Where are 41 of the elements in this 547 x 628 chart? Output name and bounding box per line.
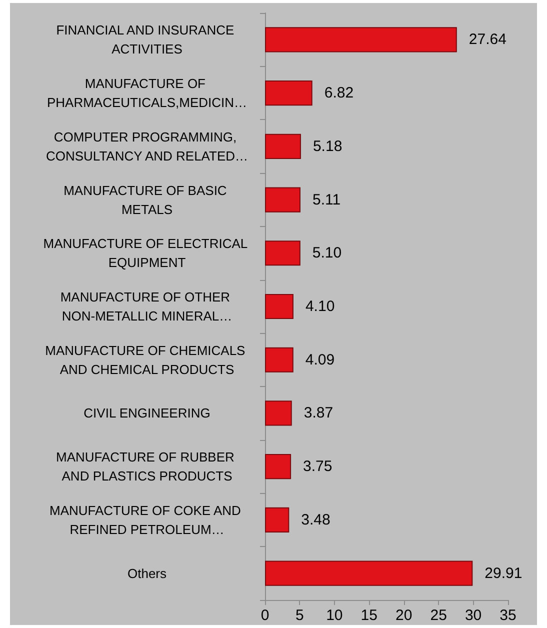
x-tick-label: 0 [260,607,270,624]
data-label: 5.18 [312,138,342,155]
data-label: 6.82 [324,84,354,102]
x-tick-label: 5 [296,607,304,624]
x-tick-label: 20 [396,607,412,624]
data-label: 29.91 [484,564,522,582]
y-tick-label: COMPUTER PROGRAMMING, CONSULTANCY AND RELATED… [46,129,248,164]
x-tick-label: 15 [360,607,378,624]
y-tick-label: CIVIL ENGINEERING [84,406,210,421]
x-tick-label: 35 [500,607,516,624]
bar [265,27,457,52]
y-tick-label: FINANCIAL AND INSURANCE ACTIVITIES [56,22,238,57]
bar [265,240,300,266]
bar [265,454,292,480]
data-label: 3.87 [304,404,334,422]
y-tick-label: MANUFACTURE OF OTHER NON-METALLIC MINERAL… [60,290,234,324]
y-tick-label: MANUFACTURE OF CHEMICALS AND CHEMICAL PRODUCTS [45,342,249,377]
data-label: 5.11 [312,191,341,208]
data-label: 4.09 [305,351,335,368]
bar [265,187,300,212]
y-tick-label: Others [127,566,168,581]
bar [265,80,312,106]
data-label: 4.10 [305,298,335,315]
bar [265,134,301,159]
y-tick-label: MANUFACTURE OF RUBBER AND PLASTICS PRODUCTS [56,450,238,484]
bar [265,347,294,372]
bar [265,294,294,320]
data-label: 27.64 [468,31,506,48]
x-tick-label: 10 [326,607,343,624]
y-tick-label: MANUFACTURE OF COKE AND REFINED PETROLEUM… [49,502,245,537]
data-label: 5.10 [312,244,342,262]
x-tick-label: 25 [430,607,447,624]
bar [265,400,292,426]
y-tick-label: MANUFACTURE OF BASIC METALS [64,182,230,217]
y-tick-label: MANUFACTURE OF ELECTRICAL EQUIPMENT [43,236,251,270]
bar [265,507,290,532]
data-label: 3.75 [303,458,332,476]
x-tick-label: 30 [464,607,482,624]
bar [265,560,473,586]
y-tick-label: MANUFACTURE OF PHARMACEUTICALS,MEDICIN… [46,76,248,110]
data-label: 3.48 [301,511,330,528]
